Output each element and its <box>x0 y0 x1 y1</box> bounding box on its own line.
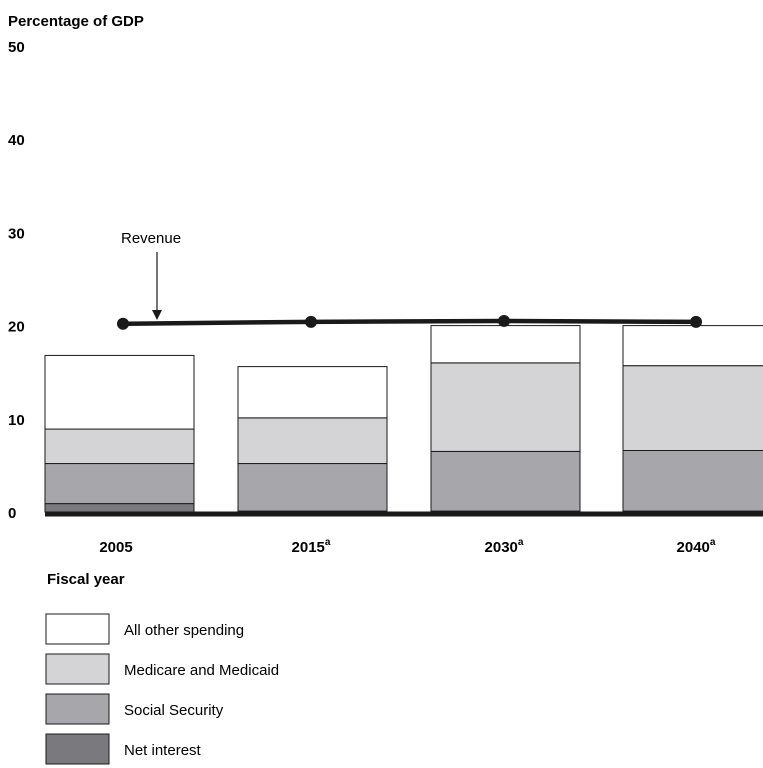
y-tick-label: 30 <box>8 225 25 242</box>
revenue-point <box>498 314 510 327</box>
category-label-text: 2005 <box>99 539 132 556</box>
x-axis-title: Fiscal year <box>47 571 125 588</box>
legend: All other spending Medicare and Medicaid S… <box>45 613 279 765</box>
legend-label: Social Security <box>124 702 224 719</box>
legend-swatch <box>45 613 110 645</box>
category-label-superscript: a <box>710 537 716 548</box>
revenue-line-path <box>122 318 697 326</box>
category-label: 2015a <box>292 537 331 556</box>
revenue-arrow-head <box>152 310 162 320</box>
revenue-point <box>117 317 129 330</box>
bar-segment <box>44 503 195 513</box>
legend-label: Medicare and Medicaid <box>124 662 279 679</box>
category-label-text: 2030 <box>485 539 518 556</box>
category-label-text: 2015 <box>292 539 325 556</box>
y-axis-title: Percentage of GDP <box>8 13 144 30</box>
legend-swatch <box>45 733 110 765</box>
revenue-point <box>690 315 702 328</box>
bar-segment <box>622 365 763 451</box>
y-tick-label: 10 <box>8 412 25 429</box>
revenue-point <box>305 315 317 328</box>
y-tick-labels: 0 10 20 30 40 50 <box>8 39 25 522</box>
category-label: 2040a <box>677 537 716 556</box>
legend-label: Net interest <box>124 742 202 759</box>
bar-segment <box>622 325 763 367</box>
bar-segment <box>430 362 581 452</box>
category-label: 2005 <box>99 539 132 556</box>
category-label-text: 2040 <box>677 539 710 556</box>
category-label: 2030a <box>485 537 524 556</box>
y-tick-label: 40 <box>8 132 25 149</box>
y-tick-label: 50 <box>8 39 25 56</box>
category-label-superscript: a <box>325 537 331 548</box>
bar-segment <box>44 463 195 505</box>
legend-swatch <box>45 693 110 725</box>
bar-segment <box>237 366 388 419</box>
bar-segment <box>44 354 195 430</box>
bar-segment <box>430 325 581 364</box>
category-labels: 2005 2015a 2030a 2040a <box>99 537 716 556</box>
y-tick-label: 0 <box>8 505 16 522</box>
bar-segment <box>237 417 388 465</box>
bars <box>44 325 763 513</box>
bar-segment <box>44 428 195 465</box>
legend-swatch <box>45 653 110 685</box>
bar-segment <box>237 463 388 512</box>
legend-label: All other spending <box>124 622 244 639</box>
y-tick-label: 20 <box>8 319 25 336</box>
revenue-line <box>117 314 702 330</box>
revenue-annotation: Revenue <box>121 230 181 247</box>
category-label-superscript: a <box>518 537 524 548</box>
bar-segment <box>622 449 763 512</box>
bar-segment <box>430 450 581 512</box>
